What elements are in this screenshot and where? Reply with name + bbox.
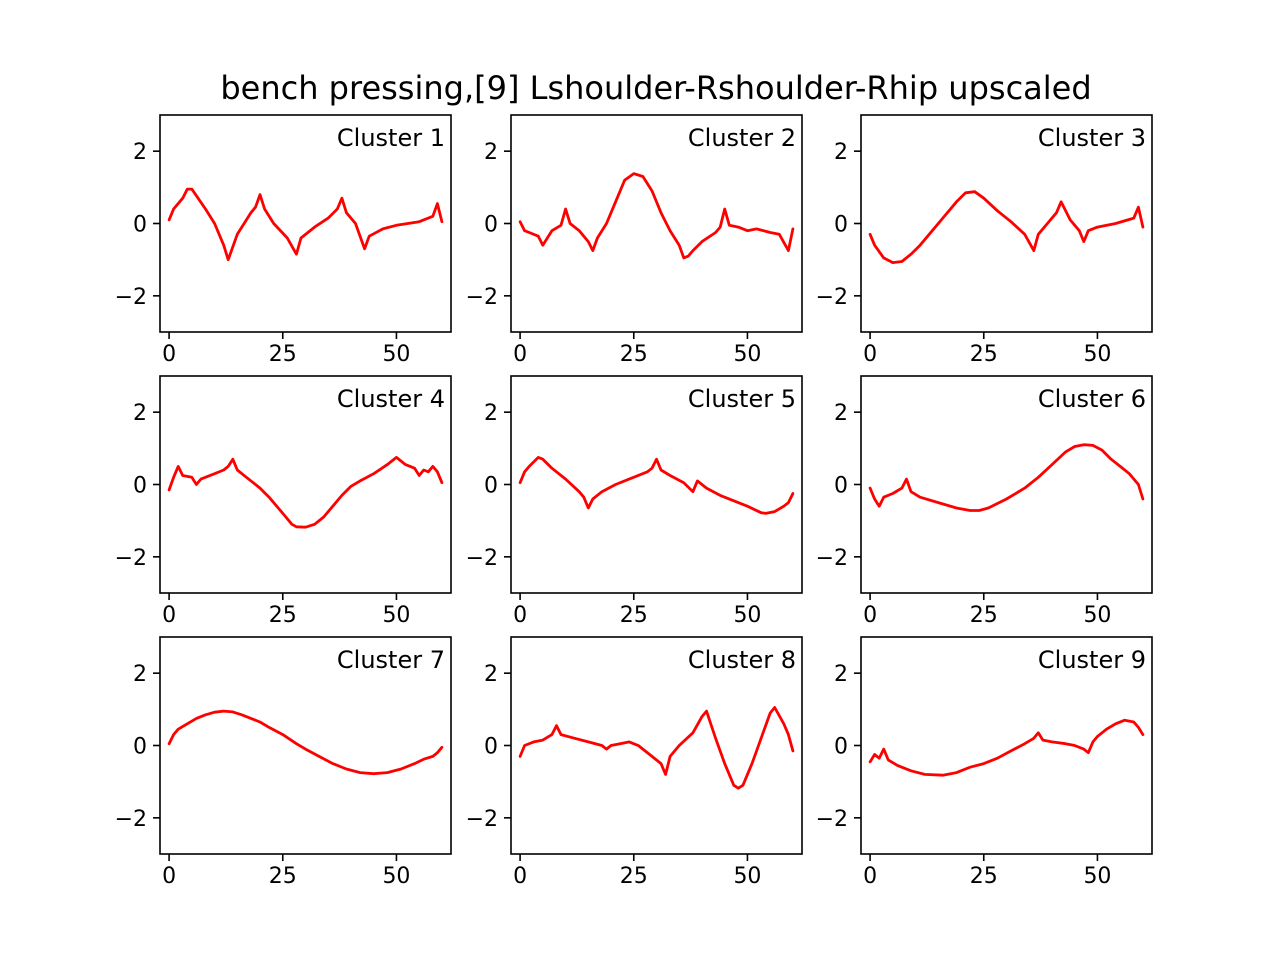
series-line-7 [167,709,444,776]
y-tick-label-4-2: 2 [133,401,147,426]
y-tick-label-9--2: −2 [816,807,848,832]
x-tick-label-5-0: 0 [513,603,527,628]
y-tick-label-1-0: 0 [133,213,147,238]
series-line-4 [167,455,444,529]
series-line-6 [868,443,1145,512]
x-tick-label-8-25: 25 [620,864,648,889]
cluster-label-6: Cluster 6 [1038,385,1146,413]
x-tick-label-5-25: 25 [620,603,648,628]
x-tick-label-9-50: 50 [1083,864,1111,889]
cluster-label-3: Cluster 3 [1038,124,1146,152]
subplot-2: 0 25 50 −2 0 2 Cluster 2 [466,114,803,367]
y-tick-label-2-2: 2 [484,140,498,165]
x-tick-label-1-0: 0 [162,342,176,367]
y-tick-label-2--2: −2 [466,285,498,310]
x-tick-label-1-50: 50 [382,342,410,367]
x-tick-label-3-50: 50 [1083,342,1111,367]
y-tick-label-7-2: 2 [133,662,147,687]
y-tick-label-3--2: −2 [816,285,848,310]
subplot-grid: 0 25 50 −2 0 2 Cluster 1 0 25 50 −2 0 2 Cluster 2 0 25 5… [115,114,1153,889]
figure-title: bench pressing,[9] Lshoulder-Rshoulder-R… [220,69,1091,107]
y-tick-label-4-0: 0 [133,474,147,499]
x-tick-label-4-0: 0 [162,603,176,628]
y-tick-label-5-0: 0 [484,474,498,499]
subplot-6: 0 25 50 −2 0 2 Cluster 6 [816,375,1153,628]
x-tick-label-4-25: 25 [269,603,297,628]
series-line-9 [868,718,1145,777]
subplot-1: 0 25 50 −2 0 2 Cluster 1 [115,114,452,367]
x-tick-label-2-0: 0 [513,342,527,367]
y-tick-label-4--2: −2 [115,546,147,571]
y-tick-label-3-2: 2 [834,140,848,165]
x-tick-label-8-0: 0 [513,864,527,889]
subplot-4: 0 25 50 −2 0 2 Cluster 4 [115,375,452,628]
subplot-7: 0 25 50 −2 0 2 Cluster 7 [115,636,452,889]
y-tick-label-8--2: −2 [466,807,498,832]
subplot-9: 0 25 50 −2 0 2 Cluster 9 [816,636,1153,889]
y-tick-label-6--2: −2 [816,546,848,571]
y-tick-label-1-2: 2 [133,140,147,165]
x-tick-label-2-25: 25 [620,342,648,367]
y-tick-label-9-2: 2 [834,662,848,687]
x-tick-label-4-50: 50 [382,603,410,628]
x-tick-label-6-0: 0 [863,603,877,628]
y-tick-label-7--2: −2 [115,807,147,832]
subplot-3: 0 25 50 −2 0 2 Cluster 3 [816,114,1153,367]
y-tick-label-5--2: −2 [466,546,498,571]
x-tick-label-2-50: 50 [733,342,761,367]
x-tick-label-8-50: 50 [733,864,761,889]
series-line-8 [518,706,795,790]
y-tick-label-6-0: 0 [834,474,848,499]
x-tick-label-7-25: 25 [269,864,297,889]
y-tick-label-7-0: 0 [133,735,147,760]
x-tick-label-6-25: 25 [970,603,998,628]
cluster-label-7: Cluster 7 [337,646,445,674]
x-tick-label-3-25: 25 [970,342,998,367]
x-tick-label-5-50: 50 [733,603,761,628]
series-line-1 [167,187,444,262]
y-tick-label-3-0: 0 [834,213,848,238]
cluster-label-5: Cluster 5 [688,385,796,413]
series-line-2 [518,172,795,260]
y-tick-label-2-0: 0 [484,213,498,238]
cluster-label-8: Cluster 8 [688,646,796,674]
y-tick-label-9-0: 0 [834,735,848,760]
y-tick-label-8-2: 2 [484,662,498,687]
y-tick-label-8-0: 0 [484,735,498,760]
y-tick-label-1--2: −2 [115,285,147,310]
y-tick-label-5-2: 2 [484,401,498,426]
cluster-label-9: Cluster 9 [1038,646,1146,674]
cluster-label-2: Cluster 2 [688,124,796,152]
x-tick-label-7-50: 50 [382,864,410,889]
x-tick-label-6-50: 50 [1083,603,1111,628]
subplot-5: 0 25 50 −2 0 2 Cluster 5 [466,375,803,628]
series-line-3 [868,190,1145,265]
x-tick-label-9-25: 25 [970,864,998,889]
cluster-label-1: Cluster 1 [337,124,445,152]
subplot-8: 0 25 50 −2 0 2 Cluster 8 [466,636,803,889]
cluster-label-4: Cluster 4 [337,385,445,413]
x-tick-label-3-0: 0 [863,342,877,367]
x-tick-label-7-0: 0 [162,864,176,889]
x-tick-label-9-0: 0 [863,864,877,889]
y-tick-label-6-2: 2 [834,401,848,426]
series-line-5 [518,455,795,515]
x-tick-label-1-25: 25 [269,342,297,367]
